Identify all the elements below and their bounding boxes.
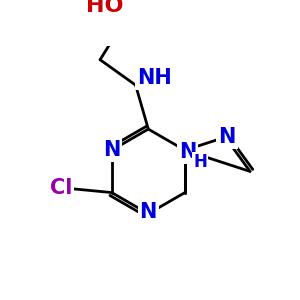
Text: Cl: Cl: [50, 178, 72, 198]
Text: N: N: [140, 202, 157, 222]
Text: NH: NH: [137, 68, 172, 88]
Text: H: H: [193, 153, 207, 171]
Text: N: N: [218, 127, 236, 147]
Text: N: N: [103, 140, 120, 160]
Text: HO: HO: [86, 0, 124, 16]
Text: N: N: [179, 142, 196, 162]
